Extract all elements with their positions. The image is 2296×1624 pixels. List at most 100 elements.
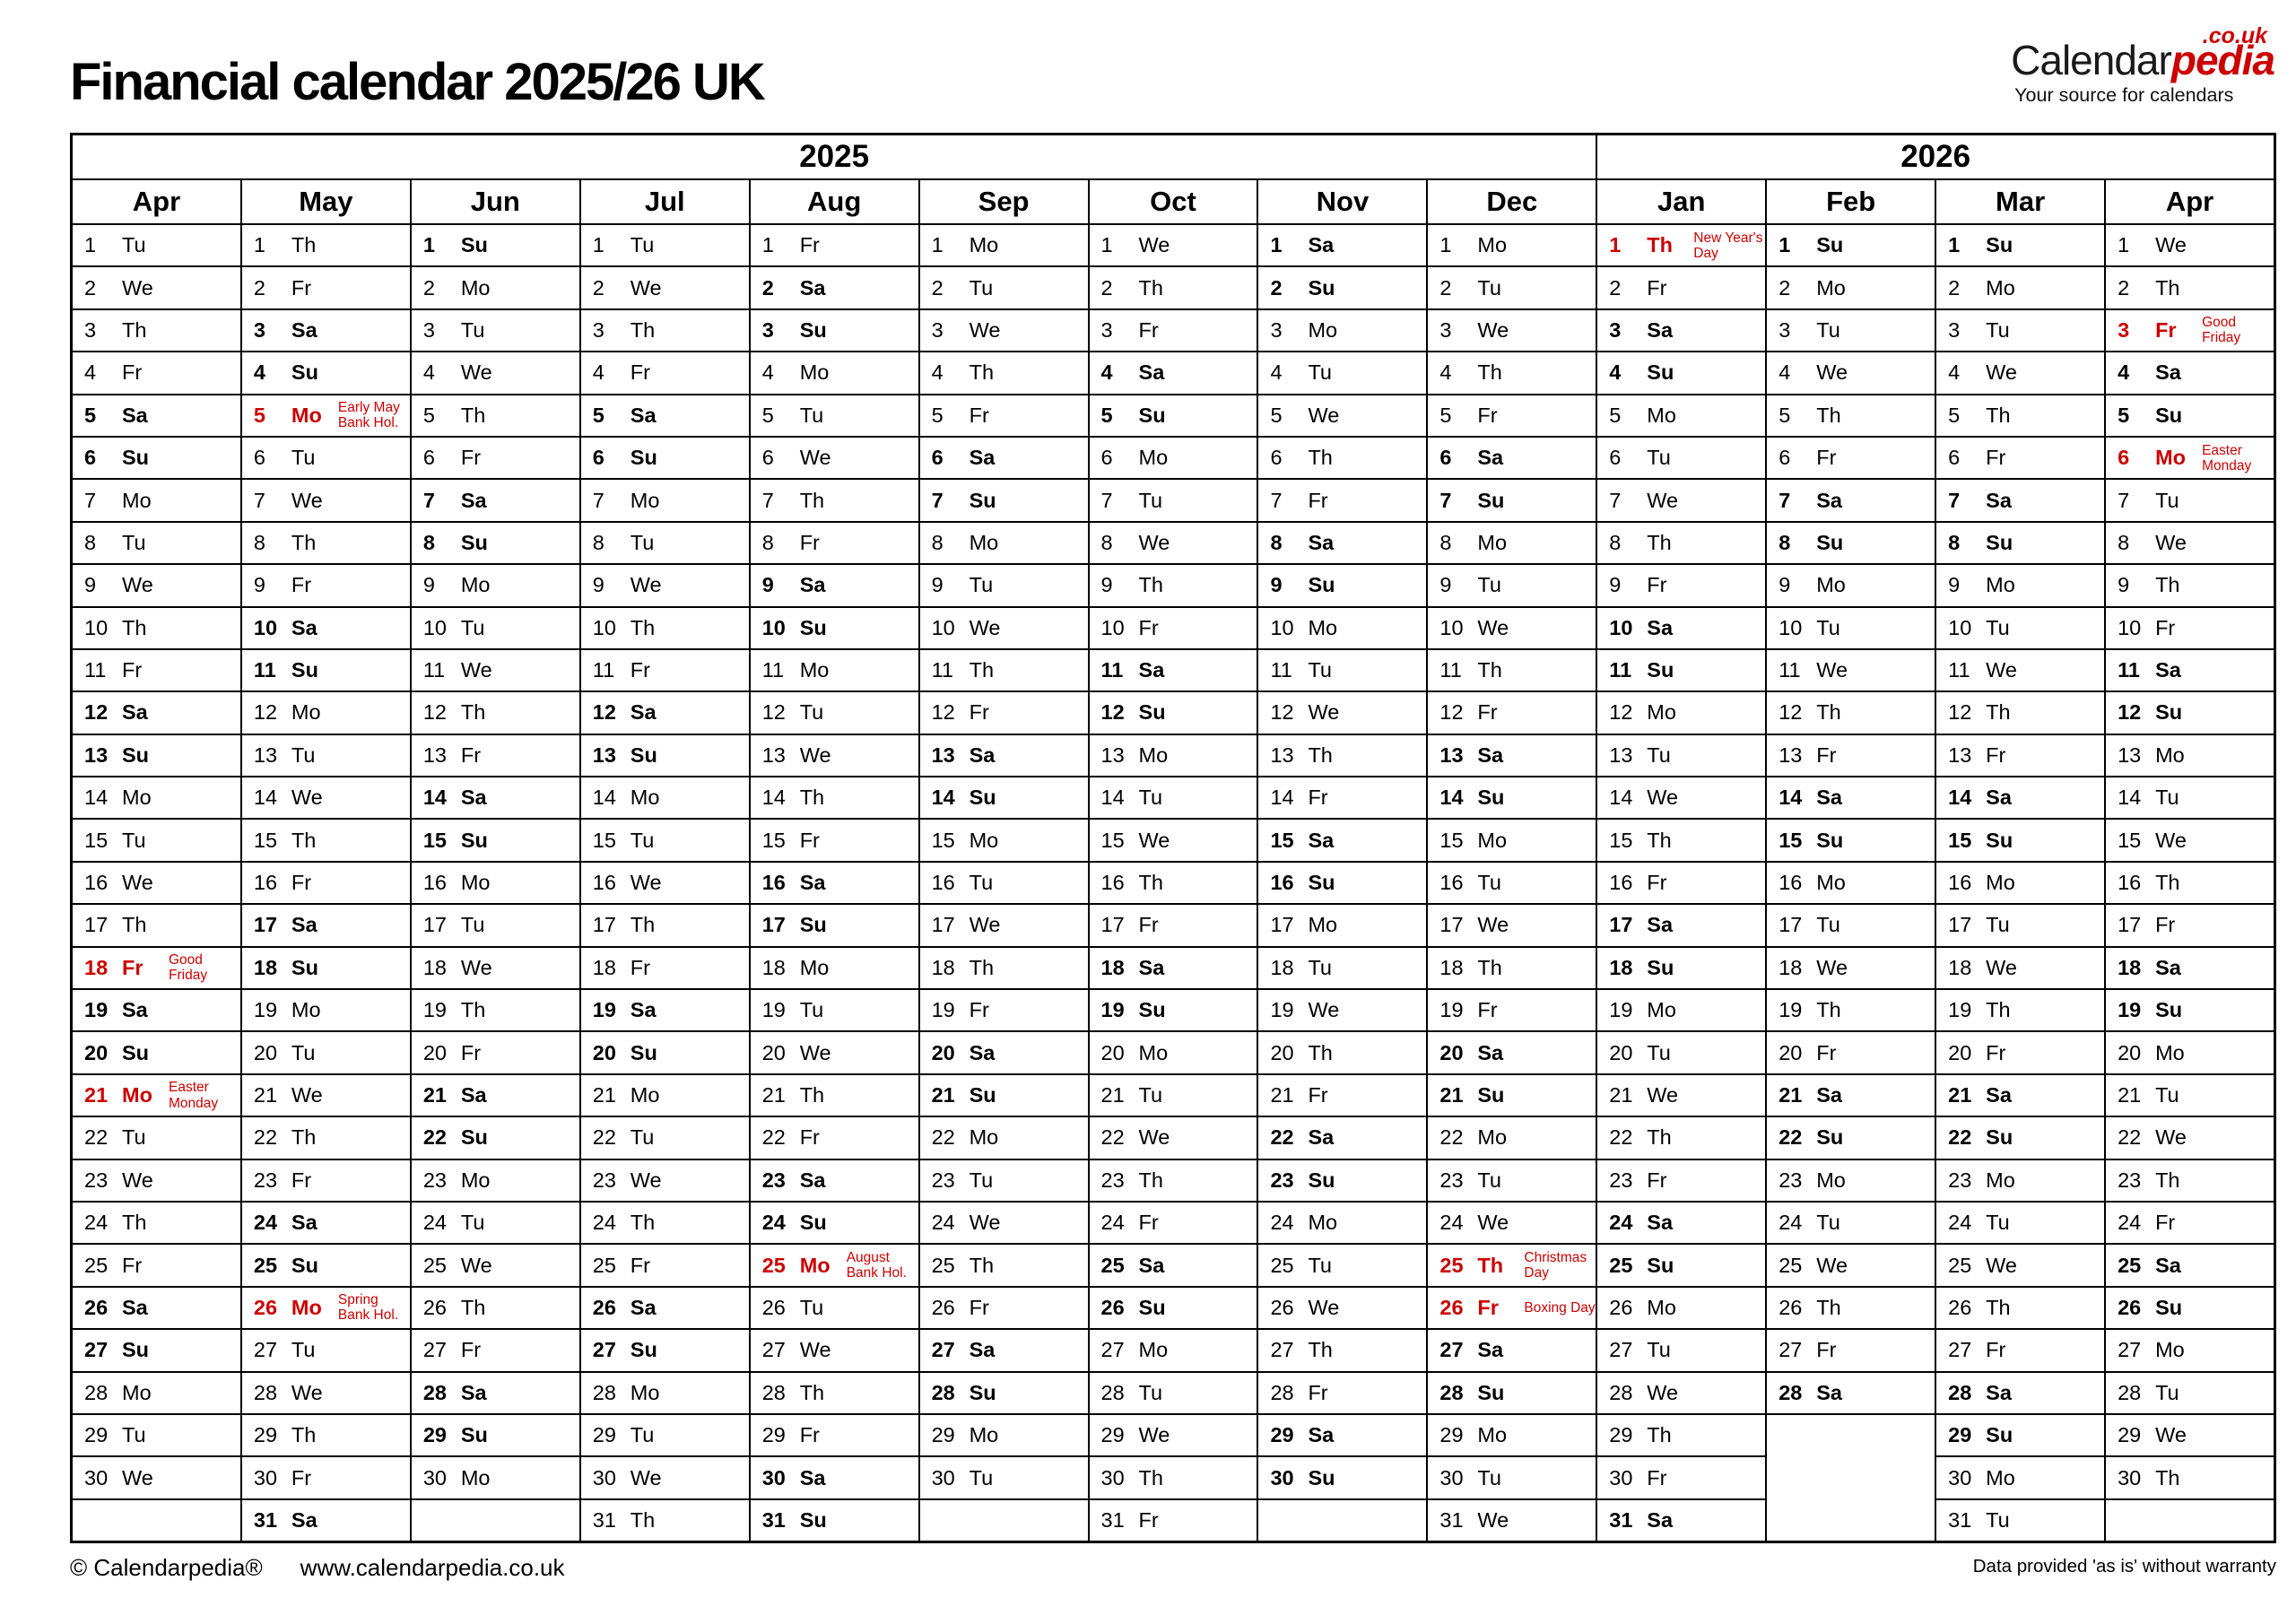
weekday-label: Su bbox=[1816, 1125, 1844, 1150]
weekday-label: Mo bbox=[291, 998, 321, 1022]
month-header-dec-2025: Dec bbox=[1428, 180, 1596, 223]
day-number: 26 bbox=[1948, 1295, 1972, 1319]
day-number: 11 bbox=[761, 658, 785, 682]
day-cell-apr-2026-24: 24 Fr bbox=[2106, 1202, 2274, 1244]
day-number: 17 bbox=[84, 913, 109, 937]
day-number: 11 bbox=[422, 658, 446, 682]
day-cell-dec-2025-26: 26 Fr Boxing Day bbox=[1428, 1287, 1596, 1329]
day-cell-apr-2026-3: 3 Fr Good Friday bbox=[2106, 309, 2274, 352]
day-cell-may-2025-12: 12 Mo bbox=[241, 692, 410, 734]
weekday-label: Th bbox=[969, 1253, 995, 1277]
day-cell-aug-2025-2: 2 Sa bbox=[750, 267, 918, 308]
day-cell-aug-2025-29: 29 Fr bbox=[750, 1414, 918, 1456]
weekday-label: Tu bbox=[122, 233, 146, 257]
weekday-label: Th bbox=[1647, 828, 1672, 852]
day-cell-may-2025-1: 1 Th bbox=[241, 225, 410, 266]
day-number: 15 bbox=[1609, 828, 1633, 852]
holiday-label: Easter Monday bbox=[169, 1080, 219, 1111]
day-number: 5 bbox=[1948, 403, 1961, 427]
day-number: 25 bbox=[1948, 1253, 1972, 1277]
weekday-label: Th bbox=[1477, 360, 1502, 385]
day-number: 30 bbox=[1948, 1465, 1972, 1489]
day-number: 3 bbox=[1609, 317, 1622, 342]
day-number: 14 bbox=[1439, 786, 1464, 810]
day-number: 12 bbox=[1948, 700, 1972, 725]
calendarpedia-logo[interactable]: Calendarpedia .co.uk Your source for cal… bbox=[2011, 25, 2275, 107]
day-cell-jun-2025-10: 10 Tu bbox=[411, 607, 579, 648]
holiday-label: Good Friday bbox=[2202, 315, 2241, 346]
day-cell-nov-2025-10: 10 Mo bbox=[1258, 607, 1427, 648]
weekday-label: We bbox=[630, 275, 662, 300]
day-cell-feb-2026-28: 28 Sa bbox=[1767, 1372, 1935, 1413]
day-number: 17 bbox=[422, 913, 447, 937]
weekday-label: Mo bbox=[1647, 1295, 1676, 1319]
day-cell-jun-2025-15: 15 Su bbox=[411, 820, 579, 861]
day-number: 4 bbox=[1609, 360, 1622, 385]
day-cell-jun-2025-24: 24 Tu bbox=[411, 1202, 579, 1244]
day-number: 3 bbox=[1948, 317, 1961, 342]
weekday-label: Fr bbox=[1647, 1168, 1667, 1192]
weekday-label: Sa bbox=[1986, 1083, 2012, 1107]
day-cell-nov-2025-3: 3 Mo bbox=[1258, 309, 1427, 352]
day-cell-apr-2025-1: 1 Tu bbox=[73, 225, 240, 266]
day-cell-may-2025-13: 13 Tu bbox=[241, 734, 410, 777]
day-cell-jan-2026-8: 8 Th bbox=[1597, 522, 1766, 564]
day-cell-feb-2026-24: 24 Tu bbox=[1767, 1202, 1935, 1244]
day-number: 14 bbox=[1270, 786, 1294, 810]
weekday-label: Sa bbox=[1816, 1380, 1842, 1404]
weekday-label: Th bbox=[2155, 871, 2180, 895]
day-cell-nov-2025-22: 22 Sa bbox=[1258, 1117, 1427, 1159]
day-number: 21 bbox=[1948, 1083, 1972, 1107]
weekday-label: We bbox=[1647, 488, 1679, 512]
weekday-label: We bbox=[1816, 1253, 1848, 1277]
day-cell-aug-2025-24: 24 Su bbox=[750, 1202, 918, 1244]
day-number: 19 bbox=[931, 998, 955, 1022]
day-number: 24 bbox=[1779, 1211, 1803, 1235]
weekday-label: Mo bbox=[122, 488, 152, 512]
website-link[interactable]: www.calendarpedia.co.uk bbox=[300, 1554, 565, 1582]
weekday-label: Mo bbox=[799, 658, 830, 682]
financial-calendar-page: Financial calendar 2025/26 UK Calendarpe… bbox=[70, 25, 2276, 1582]
weekday-label: We bbox=[460, 360, 492, 385]
day-number: 5 bbox=[931, 403, 944, 427]
day-cell-jun-2025-20: 20 Fr bbox=[411, 1032, 579, 1073]
day-cell-apr-2025-29: 29 Tu bbox=[73, 1414, 240, 1456]
day-number: 18 bbox=[2118, 955, 2142, 979]
day-number: 27 bbox=[1609, 1338, 1633, 1362]
weekday-label: Mo bbox=[291, 1295, 322, 1319]
day-cell-apr-2026-1: 1 We bbox=[2106, 225, 2274, 266]
weekday-label: Tu bbox=[1477, 1168, 1501, 1192]
day-number: 6 bbox=[1948, 446, 1961, 470]
weekday-label: Tu bbox=[1138, 488, 1163, 512]
day-cell-aug-2025-31: 31 Su bbox=[750, 1499, 918, 1541]
day-cell-may-2025-18: 18 Su bbox=[241, 947, 410, 989]
day-cell-jul-2025-22: 22 Tu bbox=[580, 1117, 749, 1159]
weekday-label: Th bbox=[1138, 1465, 1163, 1489]
day-cell-may-2025-7: 7 We bbox=[241, 480, 410, 521]
empty-cell-nov-2025 bbox=[1258, 1499, 1427, 1541]
day-cell-nov-2025-8: 8 Sa bbox=[1258, 522, 1427, 564]
day-cell-feb-2026-9: 9 Mo bbox=[1767, 565, 1935, 606]
day-number: 30 bbox=[1609, 1465, 1633, 1489]
weekday-label: Th bbox=[460, 403, 486, 427]
day-number: 21 bbox=[1609, 1083, 1633, 1107]
day-cell-nov-2025-21: 21 Fr bbox=[1258, 1074, 1427, 1116]
weekday-label: Th bbox=[1477, 955, 1502, 979]
weekday-label: Fr bbox=[460, 743, 482, 767]
weekday-label: Th bbox=[291, 233, 317, 257]
day-cell-jun-2025-29: 29 Su bbox=[411, 1414, 579, 1456]
weekday-label: Sa bbox=[1477, 743, 1504, 767]
day-cell-oct-2025-11: 11 Sa bbox=[1089, 649, 1257, 691]
weekday-label: We bbox=[2155, 530, 2187, 554]
day-number: 28 bbox=[253, 1380, 278, 1404]
day-number: 17 bbox=[1609, 913, 1633, 937]
weekday-label: Mo bbox=[799, 1253, 831, 1277]
day-cell-mar-2026-14: 14 Sa bbox=[1936, 777, 2105, 819]
day-number: 27 bbox=[1948, 1338, 1972, 1362]
day-cell-oct-2025-2: 2 Th bbox=[1089, 267, 1257, 308]
day-number: 17 bbox=[1100, 913, 1125, 937]
day-number: 7 bbox=[592, 488, 604, 512]
day-cell-nov-2025-28: 28 Fr bbox=[1258, 1372, 1427, 1413]
day-cell-dec-2025-22: 22 Mo bbox=[1428, 1117, 1596, 1159]
day-number: 27 bbox=[1100, 1338, 1125, 1362]
